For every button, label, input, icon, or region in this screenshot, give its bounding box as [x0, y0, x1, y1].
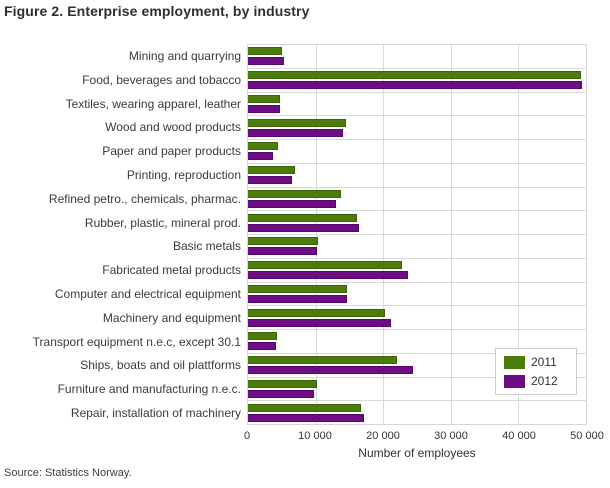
bar-2011 — [248, 189, 342, 198]
bar-row — [248, 93, 586, 117]
bar-2011 — [248, 403, 361, 412]
x-axis-label: Number of employees — [358, 446, 476, 460]
legend-label-2012: 2012 — [531, 374, 558, 388]
x-tick-label: 30 000 — [434, 430, 468, 442]
bar-2012 — [248, 247, 317, 256]
bar-2012 — [248, 176, 292, 185]
bar-2012 — [248, 413, 364, 422]
bar-2012 — [248, 366, 413, 375]
category-label: Mining and quarrying — [128, 48, 241, 63]
x-tick-label: 40 000 — [502, 430, 536, 442]
category-label: Repair, installation of machinery — [70, 406, 241, 421]
plot-area — [247, 44, 587, 425]
bar-2012 — [248, 342, 277, 351]
bar-2011 — [248, 118, 347, 127]
bar-2012 — [248, 152, 273, 161]
bar-row — [248, 116, 586, 140]
bar-2011 — [248, 47, 282, 56]
bar-2012 — [248, 294, 347, 303]
bar-row — [248, 401, 586, 424]
bar-2012 — [248, 223, 359, 232]
bar-2012 — [248, 104, 281, 113]
bar-2012 — [248, 81, 582, 90]
x-tick-label: 20 000 — [366, 430, 400, 442]
category-label: Food, beverages and tobacco — [82, 72, 241, 87]
bar-2011 — [248, 261, 403, 270]
bar-2012 — [248, 199, 336, 208]
legend-item-2012: 2012 — [504, 374, 568, 388]
plot-rows — [248, 45, 586, 424]
bar-row — [248, 164, 586, 188]
bar-2011 — [248, 71, 581, 80]
bar-row — [248, 354, 586, 378]
bar-row — [248, 283, 586, 307]
category-label: Printing, reproduction — [126, 167, 241, 182]
bar-2012 — [248, 318, 391, 327]
bar-2011 — [248, 94, 281, 103]
category-label: Textiles, wearing apparel, leather — [65, 96, 241, 111]
bar-2011 — [248, 142, 278, 151]
bar-2012 — [248, 128, 344, 137]
bar-2011 — [248, 213, 357, 222]
bar-2011 — [248, 237, 318, 246]
category-label: Basic metals — [172, 239, 241, 254]
source-note: Source: Statistics Norway. — [4, 467, 132, 479]
legend-swatch-2012-icon — [504, 374, 525, 388]
chart-title: Figure 2. Enterprise employment, by indu… — [4, 3, 310, 19]
category-label: Transport equipment n.e.c, except 30.1 — [32, 334, 241, 349]
legend-swatch-2011-icon — [504, 355, 525, 369]
bar-2011 — [248, 308, 385, 317]
category-label: Refined petro., chemicals, pharmac. — [48, 191, 241, 206]
bar-2011 — [248, 332, 278, 341]
bar-row — [248, 45, 586, 69]
bar-row — [248, 188, 586, 212]
category-label: Wood and wood products — [105, 120, 241, 135]
x-tick-label: 0 — [243, 430, 251, 442]
legend-label-2011: 2011 — [531, 355, 557, 369]
bar-row — [248, 140, 586, 164]
x-tick-label: 10 000 — [298, 430, 332, 442]
category-label: Fabricated metal products — [102, 263, 241, 278]
bar-2012 — [248, 271, 409, 280]
category-label: Paper and paper products — [102, 144, 241, 159]
bar-row — [248, 211, 586, 235]
category-label: Rubber, plastic, mineral prod. — [84, 215, 241, 230]
bar-2011 — [248, 284, 347, 293]
bar-2011 — [248, 379, 317, 388]
bar-2011 — [248, 356, 398, 365]
category-label: Ships, boats and oil plattforms — [80, 358, 241, 373]
bar-2012 — [248, 57, 284, 66]
category-label: Machinery and equipment — [102, 310, 241, 325]
bar-row — [248, 259, 586, 283]
bar-row — [248, 235, 586, 259]
category-label: Computer and electrical equipment — [54, 287, 241, 302]
x-tick-label: 50 000 — [570, 430, 604, 442]
category-labels: Mining and quarrying Food, beverages and … — [0, 44, 247, 425]
bar-row — [248, 330, 586, 354]
bar-row — [248, 69, 586, 93]
legend: 2011 2012 — [495, 348, 577, 395]
legend-item-2011: 2011 — [504, 355, 568, 369]
bar-2011 — [248, 166, 295, 175]
bar-row — [248, 378, 586, 402]
bar-2012 — [248, 389, 315, 398]
category-label: Furniture and manufacturing n.e.c. — [57, 382, 241, 397]
bar-row — [248, 306, 586, 330]
